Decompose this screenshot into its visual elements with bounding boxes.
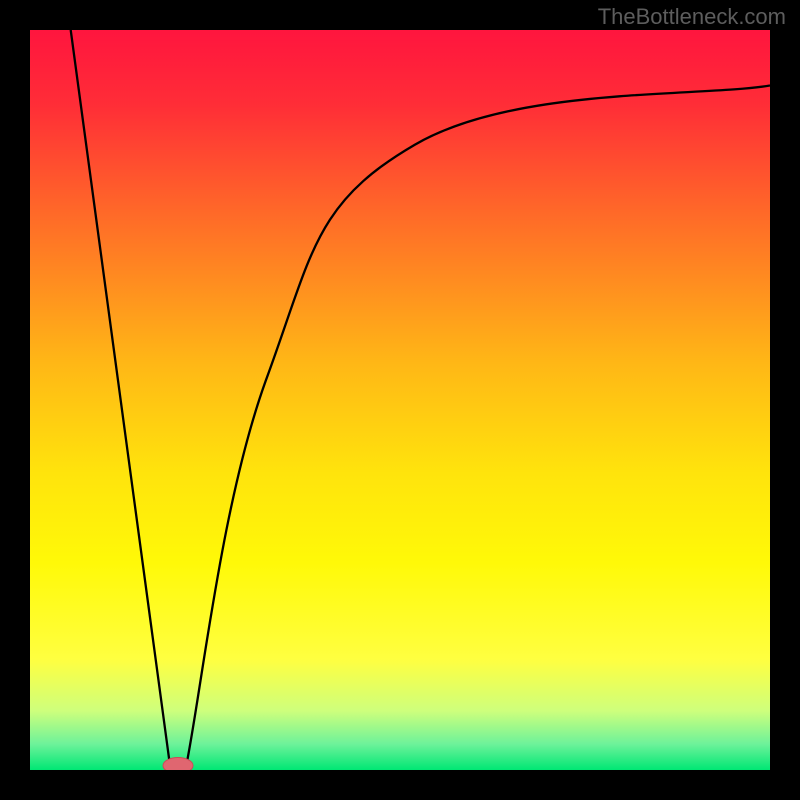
watermark-text: TheBottleneck.com bbox=[598, 4, 786, 30]
bottleneck-chart: TheBottleneck.com bbox=[0, 0, 800, 800]
chart-svg bbox=[0, 0, 800, 800]
chart-gradient-background bbox=[30, 30, 770, 770]
